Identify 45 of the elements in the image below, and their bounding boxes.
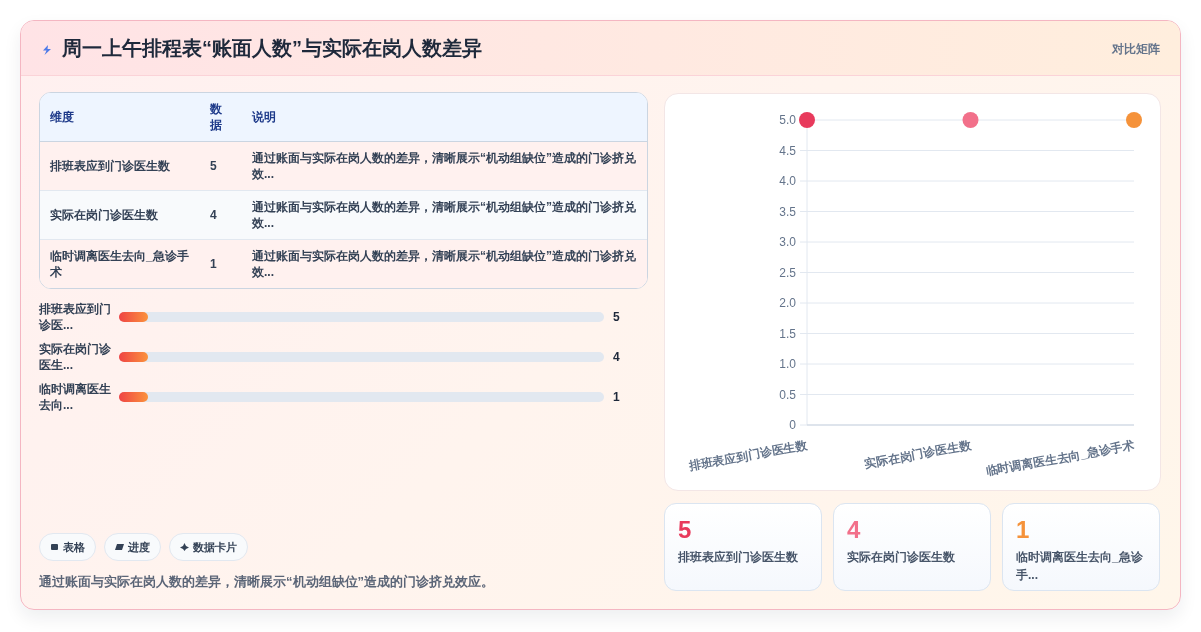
- stat-card: 4 实际在岗门诊医生数: [833, 503, 991, 591]
- y-tick-label: 3.5: [779, 204, 797, 219]
- table-cell: 通过账面与实际在岗人数的差异，清晰展示“机动组缺位”造成的门诊挤兑效...: [242, 190, 647, 239]
- category-label: 实际在岗门诊医生...: [39, 341, 112, 373]
- y-tick-label: 4.5: [779, 143, 797, 158]
- y-tick-label: 1.5: [779, 326, 797, 341]
- y-tick-label: 2.5: [779, 265, 797, 280]
- title: 周一上午排程表“账面人数”与实际在岗人数差异: [62, 36, 482, 60]
- y-tick-label: 4.0: [779, 174, 797, 188]
- data-label: 1: [613, 389, 620, 405]
- y-tick-label: 5.0: [779, 113, 797, 127]
- y-tick-label: 2.0: [779, 296, 797, 310]
- text: 通过账面与实际在岗人数的差异，清晰展示“机动组缺位”造成的门诊挤兑效应。: [39, 573, 494, 591]
- x-tick-label: 临时调离医生去向_急诊手术: [984, 438, 1136, 479]
- subtitle: 对比矩阵: [1112, 41, 1160, 57]
- y-tick-label: 1.0: [779, 357, 797, 371]
- column-header: 说明: [242, 93, 647, 141]
- category-label: 临时调离医生去向...: [39, 381, 112, 413]
- table-cell: 通过账面与实际在岗人数的差异，清晰展示“机动组缺位”造成的门诊挤兑效...: [242, 239, 647, 288]
- data-label: 4: [847, 516, 861, 544]
- y-tick-label: 0.5: [779, 387, 797, 402]
- table-cell: 4: [200, 190, 242, 239]
- table-cell: 1: [200, 239, 242, 288]
- y-tick-label: 3.0: [779, 235, 797, 249]
- category-label: 排班表应到门诊医...: [39, 301, 112, 333]
- column-header: 数据: [200, 93, 242, 141]
- table-cell: 5: [200, 141, 242, 190]
- chip: 数据卡片: [169, 533, 248, 561]
- table-cell: 实际在岗门诊医生数: [40, 190, 200, 239]
- x-tick-label: 实际在岗门诊医生数: [863, 437, 974, 471]
- stat-card: 1 临时调离医生去向_急诊手...: [1002, 503, 1160, 591]
- stat-card: 5 排班表应到门诊医生数: [664, 503, 822, 591]
- table-cell: 通过账面与实际在岗人数的差异，清晰展示“机动组缺位”造成的门诊挤兑效...: [242, 141, 647, 190]
- data-label: 1: [1016, 516, 1030, 544]
- data-label: 4: [613, 349, 620, 365]
- data-label: 5: [678, 516, 692, 544]
- y-tick-label: 0: [789, 418, 797, 432]
- table-cell: 临时调离医生去向_急诊手术: [40, 239, 200, 288]
- table-cell: 排班表应到门诊医生数: [40, 141, 200, 190]
- x-tick-label: 排班表应到门诊医生数: [686, 437, 810, 473]
- column-header: 维度: [40, 93, 200, 141]
- category-label: 临时调离医生去向_急诊手...: [1016, 549, 1144, 584]
- data-label: 5: [613, 309, 620, 325]
- category-label: 实际在岗门诊医生数: [847, 549, 956, 566]
- category-label: 排班表应到门诊医生数: [678, 549, 799, 566]
